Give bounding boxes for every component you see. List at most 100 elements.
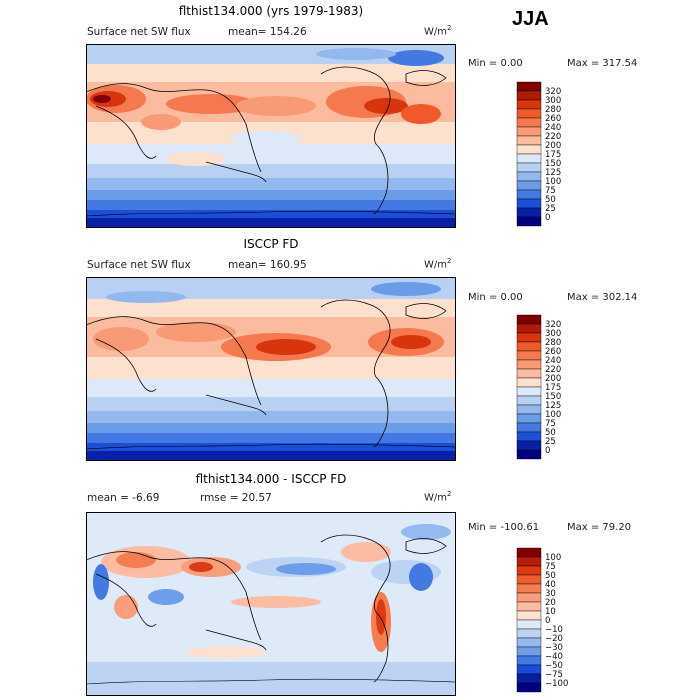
colorbar-tick-label: 100	[545, 410, 561, 420]
colorbar-tick-label: −10	[545, 625, 563, 635]
colorbar-swatch	[516, 359, 542, 370]
colorbar-swatch	[516, 332, 542, 343]
colorbar-swatch	[516, 646, 542, 657]
colorbar-tick-label: 150	[545, 159, 561, 169]
panel1-variable-label: Surface net SW flux	[87, 26, 191, 38]
colorbar-swatch	[516, 81, 542, 92]
colorbar-swatch	[516, 682, 542, 693]
colorbar-tick-label: 0	[545, 213, 550, 223]
colorbar-swatch	[516, 323, 542, 334]
colorbar-tick-label: 150	[545, 392, 561, 402]
colorbar-tick-label: 50	[545, 428, 556, 438]
colorbar-tick-label: −20	[545, 634, 563, 644]
colorbar-swatch	[516, 171, 542, 182]
panel1-units: W/m2	[424, 24, 452, 38]
colorbar-swatch	[516, 547, 542, 558]
colorbar-swatch	[516, 126, 542, 137]
colorbar-tick-label: 220	[545, 132, 561, 142]
panel2-title: ISCCP FD	[243, 237, 299, 251]
colorbar-tick-label: 75	[545, 419, 556, 429]
colorbar-tick-label: 0	[545, 616, 550, 626]
colorbar-tick-label: −30	[545, 643, 563, 653]
panel2-max-text: Max = 302.14	[567, 292, 638, 303]
colorbar-tick-label: 300	[545, 329, 561, 339]
colorbar-swatch	[516, 673, 542, 684]
panel3-max-text: Max = 79.20	[567, 522, 632, 533]
colorbar-tick-label: −100	[545, 679, 568, 689]
colorbar-swatch	[516, 198, 542, 209]
colorbar-swatch	[516, 664, 542, 675]
colorbar-swatch	[516, 628, 542, 639]
colorbar-swatch	[516, 99, 542, 110]
panel1-map	[86, 44, 456, 228]
panel2-map	[86, 277, 456, 461]
colorbar-swatch	[516, 583, 542, 594]
colorbar-swatch	[516, 431, 542, 442]
colorbar-tick-label: 0	[545, 446, 550, 456]
colorbar-tick-label: 280	[545, 105, 561, 115]
colorbar-tick-label: 125	[545, 401, 561, 411]
panel2-units: W/m2	[424, 257, 452, 271]
colorbar-swatch	[516, 556, 542, 567]
colorbar-tick-label: 200	[545, 141, 561, 151]
panel3-rmse-text: rmse = 20.57	[200, 492, 272, 504]
colorbar-tick-label: 240	[545, 123, 561, 133]
panel1-min-text: Min = 0.00	[468, 58, 523, 69]
colorbar-tick-label: 200	[545, 374, 561, 384]
colorbar-swatch	[516, 386, 542, 397]
colorbar-tick-label: −75	[545, 670, 563, 680]
colorbar-swatch	[516, 314, 542, 325]
panel1-mean-text: mean= 154.26	[228, 26, 307, 38]
panel3-title: flthist134.000 - ISCCP FD	[195, 472, 347, 486]
colorbar-tick-label: 300	[545, 96, 561, 106]
colorbar-tick-label: −40	[545, 652, 563, 662]
panel2-min-text: Min = 0.00	[468, 292, 523, 303]
colorbar-swatch	[516, 90, 542, 101]
colorbar-swatch	[516, 207, 542, 218]
colorbar-tick-label: 260	[545, 347, 561, 357]
colorbar-tick-label: 280	[545, 338, 561, 348]
colorbar-swatch	[516, 135, 542, 146]
colorbar-swatch	[516, 574, 542, 585]
colorbar-tick-label: 75	[545, 186, 556, 196]
season-label: JJA	[512, 8, 549, 30]
panel2-mean-text: mean= 160.95	[228, 259, 307, 271]
panel1-title: flthist134.000 (yrs 1979-1983)	[178, 4, 364, 18]
colorbar-tick-label: 10	[545, 607, 556, 617]
colorbar-swatch	[516, 440, 542, 451]
colorbar-swatch	[516, 619, 542, 630]
colorbar-tick-label: 25	[545, 437, 556, 447]
colorbar-swatch	[516, 180, 542, 191]
colorbar-tick-label: 100	[545, 177, 561, 187]
colorbar-tick-label: 260	[545, 114, 561, 124]
colorbar-tick-label: −50	[545, 661, 563, 671]
colorbar-swatch	[516, 162, 542, 173]
colorbar-tick-label: 40	[545, 580, 556, 590]
colorbar-swatch	[516, 216, 542, 227]
colorbar-tick-label: 75	[545, 562, 556, 572]
panel3-mean-text: mean = -6.69	[87, 492, 160, 504]
panel3-units: W/m2	[424, 490, 452, 504]
colorbar-tick-label: 20	[545, 598, 556, 608]
colorbar-swatch	[516, 341, 542, 352]
panel2-variable-label: Surface net SW flux	[87, 259, 191, 271]
colorbar-tick-label: 320	[545, 320, 561, 330]
panel3-map	[86, 512, 456, 696]
colorbar-tick-label: 100	[545, 553, 561, 563]
colorbar-swatch	[516, 565, 542, 576]
colorbar-swatch	[516, 117, 542, 128]
colorbar-tick-label: 30	[545, 589, 556, 599]
colorbar-swatch	[516, 368, 542, 379]
colorbar-tick-label: 25	[545, 204, 556, 214]
colorbar-swatch	[516, 350, 542, 361]
colorbar-tick-label: 50	[545, 571, 556, 581]
colorbar-swatch	[516, 422, 542, 433]
colorbar-swatch	[516, 404, 542, 415]
colorbar-swatch	[516, 449, 542, 460]
colorbar-tick-label: 175	[545, 383, 561, 393]
panel1-max-text: Max = 317.54	[567, 58, 638, 69]
colorbar-swatch	[516, 395, 542, 406]
